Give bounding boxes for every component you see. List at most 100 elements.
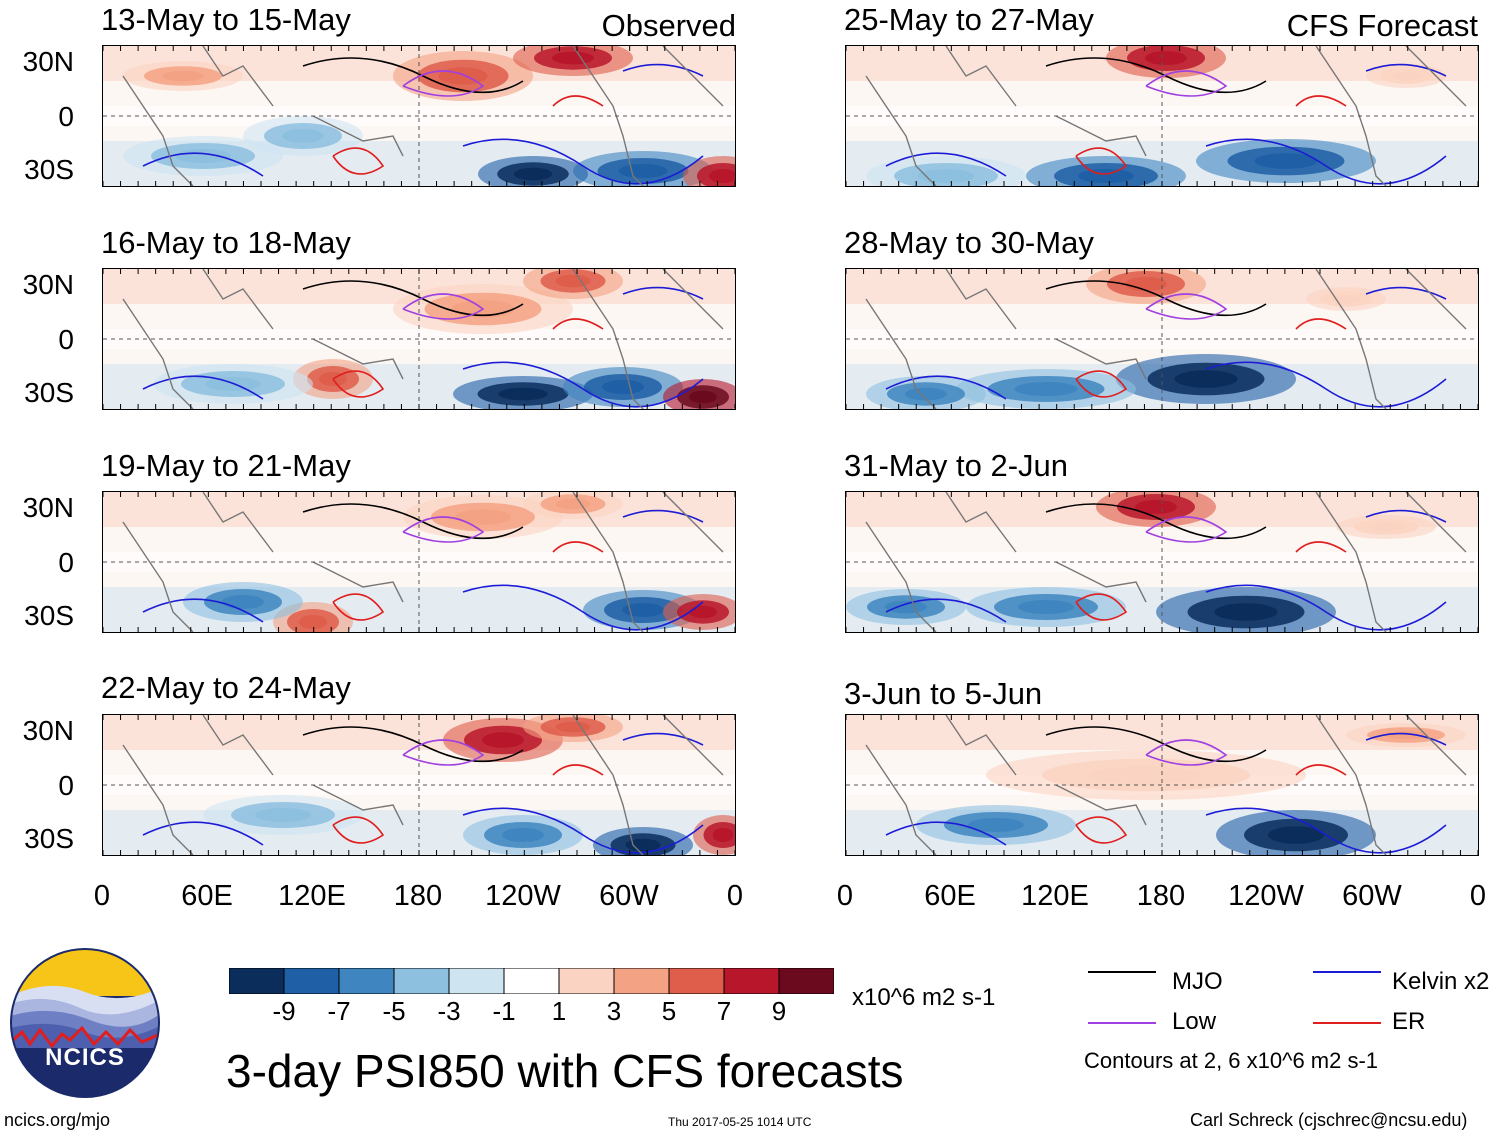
coastline <box>945 46 1017 107</box>
contour-line <box>885 598 1007 623</box>
colorbar-label: 3 <box>606 996 622 1026</box>
map-panel-r4 <box>845 714 1479 856</box>
contour-line <box>462 807 704 854</box>
anomaly-blob <box>1254 153 1318 169</box>
colorbar-swatch <box>613 968 670 994</box>
y-tick-label: 30S <box>24 377 74 408</box>
x-tick-label: 0 <box>1469 880 1487 912</box>
anomaly-blob <box>555 721 591 733</box>
forecast-label: CFS Forecast <box>1286 8 1478 43</box>
map-svg <box>846 492 1478 632</box>
coastline <box>1055 561 1147 603</box>
legend-label-mjo: MJO <box>1172 968 1223 995</box>
coastline <box>572 715 644 855</box>
colorbar-swatch <box>283 968 340 994</box>
contour-line <box>142 598 264 623</box>
colorbar-swatch <box>503 968 560 994</box>
colorbar-label: 7 <box>716 996 732 1026</box>
contour-line <box>1365 286 1447 300</box>
contour-line <box>332 816 385 844</box>
anomaly-blob <box>1368 522 1404 532</box>
legend-swatch-er <box>1313 1022 1381 1024</box>
panel-title-r1: 25-May to 27-May <box>844 2 1094 37</box>
map-panel-l1 <box>102 45 736 187</box>
contour-line <box>462 584 704 631</box>
legend-swatch-mjo <box>1088 971 1156 973</box>
anomaly-blob <box>602 380 644 394</box>
coastline <box>865 298 937 409</box>
contour-line <box>1365 509 1447 523</box>
anomaly-blob <box>709 169 735 183</box>
anomaly-blob <box>552 51 594 65</box>
y-tick-label: 30N <box>22 715 74 746</box>
contour-line <box>1045 280 1267 317</box>
logo-emblem-icon <box>10 948 160 1098</box>
coastline <box>202 492 274 553</box>
contour-line <box>462 138 704 185</box>
panel-title-r4: 3-Jun to 5-Jun <box>844 676 1043 711</box>
map-svg <box>846 715 1478 855</box>
contour-line <box>1145 739 1228 766</box>
colorbar-label: 1 <box>551 996 567 1026</box>
coastline <box>1315 715 1387 855</box>
anomaly-blob <box>555 498 591 510</box>
footer-url[interactable]: ncics.org/mjo <box>4 1110 111 1130</box>
map-panel-l4 <box>102 714 736 856</box>
y-tick-label: 0 <box>58 770 74 801</box>
colorbar-swatch <box>393 968 450 994</box>
contour-line <box>1295 318 1347 330</box>
y-tick-label: 30N <box>22 269 74 300</box>
x-tick-label: 120E <box>278 880 346 912</box>
contour-line <box>1145 70 1228 97</box>
y-tick-label: 0 <box>58 547 74 578</box>
anomaly-blob <box>1125 277 1167 291</box>
anomaly-blob <box>502 828 544 842</box>
anomaly-blob <box>968 818 1024 832</box>
colorbar-label: -5 <box>382 996 406 1026</box>
legend-label-kelvin: Kelvin x2 <box>1392 968 1490 995</box>
anomaly-blob <box>1174 370 1238 388</box>
anomaly-blob <box>625 838 661 852</box>
contour-line <box>332 593 385 621</box>
anomaly-blob <box>1214 603 1278 621</box>
anomaly-blob <box>1078 169 1134 183</box>
coastline <box>1055 784 1147 826</box>
coastline <box>202 715 274 776</box>
contour-line <box>402 70 485 97</box>
contour-line <box>1045 726 1267 763</box>
panel-title-l1: 13-May to 15-May <box>101 2 351 37</box>
contour-line <box>885 821 1007 846</box>
contour-line <box>302 503 524 540</box>
anomaly-blob <box>1018 600 1074 614</box>
map-svg <box>103 715 735 855</box>
anomaly-blob <box>1135 500 1177 514</box>
coastline <box>572 269 644 409</box>
contour-line <box>885 375 1007 400</box>
anomaly-blob <box>162 70 204 82</box>
coastline <box>202 46 274 107</box>
coastline <box>1405 492 1467 553</box>
coastline <box>122 298 194 409</box>
contour-line <box>1205 138 1447 185</box>
legend-label-er: ER <box>1392 1008 1426 1035</box>
contour-line <box>885 152 1007 177</box>
panel-title-l2: 16-May to 18-May <box>101 225 351 260</box>
coastline <box>1405 269 1467 330</box>
contour-line <box>332 370 385 398</box>
x-tick-label: 0 <box>836 880 854 912</box>
anomaly-blob <box>918 169 974 183</box>
anomaly-blob <box>438 67 488 85</box>
colorbar-swatch <box>668 968 725 994</box>
x-tick-label: 0 <box>726 880 744 912</box>
contour-line <box>622 63 704 77</box>
panel-title-r3: 31-May to 2-Jun <box>844 448 1068 483</box>
colorbar-swatch <box>229 968 285 994</box>
contour-line <box>1145 293 1228 320</box>
map-svg <box>846 46 1478 186</box>
colorbar-label: -9 <box>272 996 296 1026</box>
anomaly-blob <box>513 167 553 181</box>
coastline <box>122 521 194 632</box>
coastline <box>865 75 937 186</box>
x-tick-label: 60E <box>181 880 233 912</box>
coastline <box>662 269 724 330</box>
